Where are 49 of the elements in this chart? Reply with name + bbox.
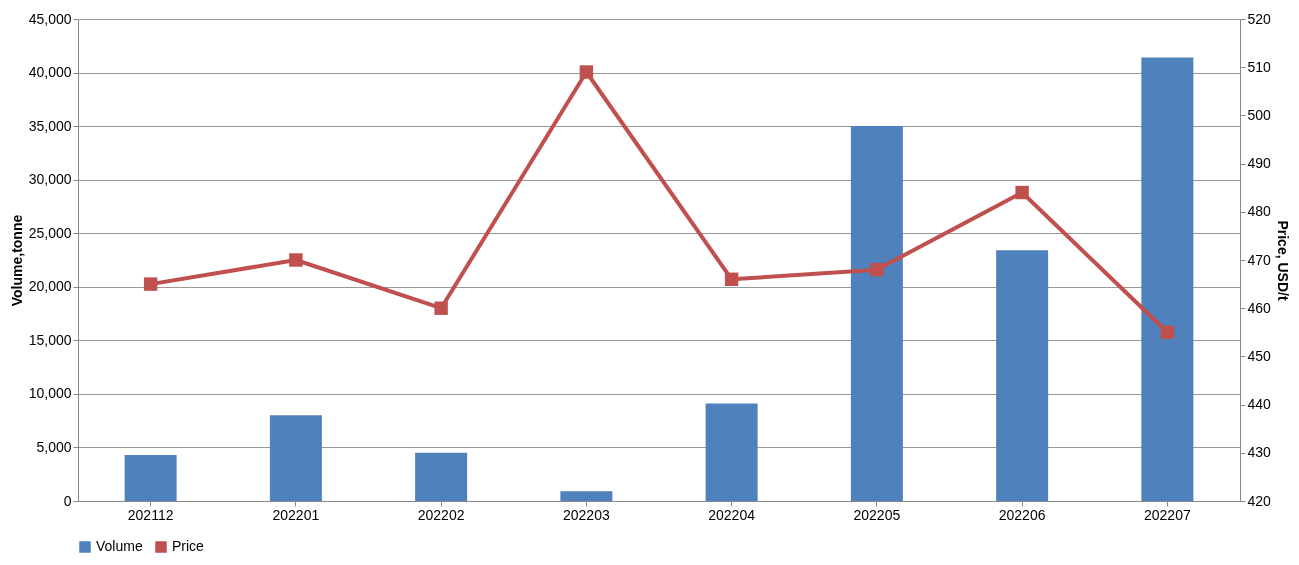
bar [996,250,1049,501]
x-tick-label: 202207 [1144,506,1191,523]
x-tick-label: 202201 [272,506,320,523]
point [870,262,884,277]
bar [124,454,177,501]
x-tick-label: 202206 [998,506,1046,523]
y-tick-label: 35,000 [28,117,72,134]
bar [850,126,903,501]
point [289,253,303,267]
point [579,65,594,79]
x-tick-label: 202202 [417,506,465,523]
point [143,277,158,291]
y-tick-label: 0 [63,492,72,509]
y2-tick-label: 440 [1247,396,1272,413]
y2-tick-label: 420 [1247,492,1272,509]
y2-tick-label: 490 [1247,155,1272,172]
point [1160,325,1175,340]
bar [705,403,758,501]
y-tick-label: 5,000 [36,438,72,455]
y2-tick-label: 500 [1247,106,1272,123]
y2-tick-label: 450 [1247,347,1272,364]
bar [269,415,322,501]
y2-tick-label: 460 [1247,299,1272,316]
y-tick-label: 25,000 [28,224,72,241]
point [434,301,448,315]
y2-tick-label: 430 [1247,444,1272,461]
y-tick-label: 30,000 [28,171,72,188]
legend-label: Price [172,538,205,554]
y-axis-title: Volume,tonne [8,214,25,307]
y2-tick-label: 480 [1247,203,1272,220]
bar [1141,57,1194,501]
x-tick-label: 202112 [127,506,174,523]
y2-tick-label: 520 [1247,10,1272,27]
y2-tick-label: 470 [1247,251,1272,268]
y2-axis-title: Price, USD/t [1274,220,1291,301]
bar [560,491,613,501]
y-tick-label: 20,000 [28,278,72,295]
bar [415,452,468,501]
point [724,272,739,286]
x-tick-label: 202204 [708,506,756,523]
x-tick-label: 202203 [563,506,610,523]
y2-tick-label: 510 [1247,58,1272,75]
legend-label: Volume [96,538,143,554]
x-tick-label: 202205 [853,506,901,523]
y-tick-label: 40,000 [28,64,72,81]
y-tick-label: 45,000 [28,10,72,27]
point [1015,185,1029,200]
y-tick-label: 10,000 [28,385,72,402]
y-tick-label: 15,000 [28,331,72,348]
